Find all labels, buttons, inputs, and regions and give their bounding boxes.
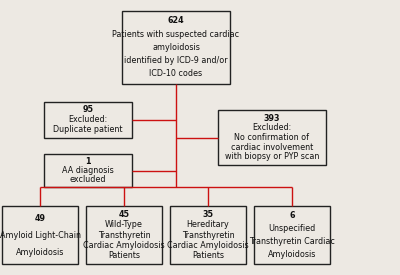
Text: 6: 6 — [289, 211, 295, 221]
Text: Wild-Type: Wild-Type — [105, 220, 143, 229]
FancyBboxPatch shape — [44, 154, 132, 187]
Text: Unspecified: Unspecified — [268, 224, 316, 233]
Text: Amyloidosis: Amyloidosis — [268, 250, 316, 259]
Text: Excluded:: Excluded: — [252, 123, 292, 132]
Text: Duplicate patient: Duplicate patient — [53, 125, 123, 134]
Text: Patients: Patients — [108, 251, 140, 260]
FancyBboxPatch shape — [170, 206, 246, 264]
Text: Transthyretin: Transthyretin — [98, 231, 150, 240]
Text: 393: 393 — [264, 114, 280, 123]
FancyBboxPatch shape — [2, 206, 78, 264]
Text: Amyloidosis: Amyloidosis — [16, 248, 64, 257]
Text: AA diagnosis: AA diagnosis — [62, 166, 114, 175]
FancyBboxPatch shape — [86, 206, 162, 264]
Text: identified by ICD-9 and/or: identified by ICD-9 and/or — [124, 56, 228, 65]
Text: 624: 624 — [168, 16, 184, 25]
Text: No confirmation of: No confirmation of — [234, 133, 310, 142]
Text: Excluded:: Excluded: — [68, 115, 108, 124]
Text: with biopsy or PYP scan: with biopsy or PYP scan — [225, 152, 319, 161]
FancyBboxPatch shape — [122, 11, 230, 84]
Text: Amyloid Light-Chain: Amyloid Light-Chain — [0, 231, 80, 240]
FancyBboxPatch shape — [254, 206, 330, 264]
Text: 35: 35 — [202, 210, 214, 219]
Text: Hereditary: Hereditary — [187, 220, 229, 229]
Text: excluded: excluded — [70, 175, 106, 184]
Text: Patients: Patients — [192, 251, 224, 260]
FancyBboxPatch shape — [218, 110, 326, 165]
Text: cardiac involvement: cardiac involvement — [231, 143, 313, 152]
Text: 1: 1 — [85, 157, 91, 166]
Text: amyloidosis: amyloidosis — [152, 43, 200, 52]
Text: Transthyretin Cardiac: Transthyretin Cardiac — [249, 237, 335, 246]
Text: 45: 45 — [118, 210, 130, 219]
FancyBboxPatch shape — [44, 102, 132, 138]
Text: 49: 49 — [34, 214, 46, 222]
Text: ICD-10 codes: ICD-10 codes — [150, 70, 202, 78]
Text: 95: 95 — [82, 105, 94, 114]
Text: Transthyretin: Transthyretin — [182, 231, 234, 240]
Text: Cardiac Amyloidosis: Cardiac Amyloidosis — [167, 241, 249, 250]
Text: Patients with suspected cardiac: Patients with suspected cardiac — [112, 30, 240, 39]
Text: Cardiac Amyloidosis: Cardiac Amyloidosis — [83, 241, 165, 250]
